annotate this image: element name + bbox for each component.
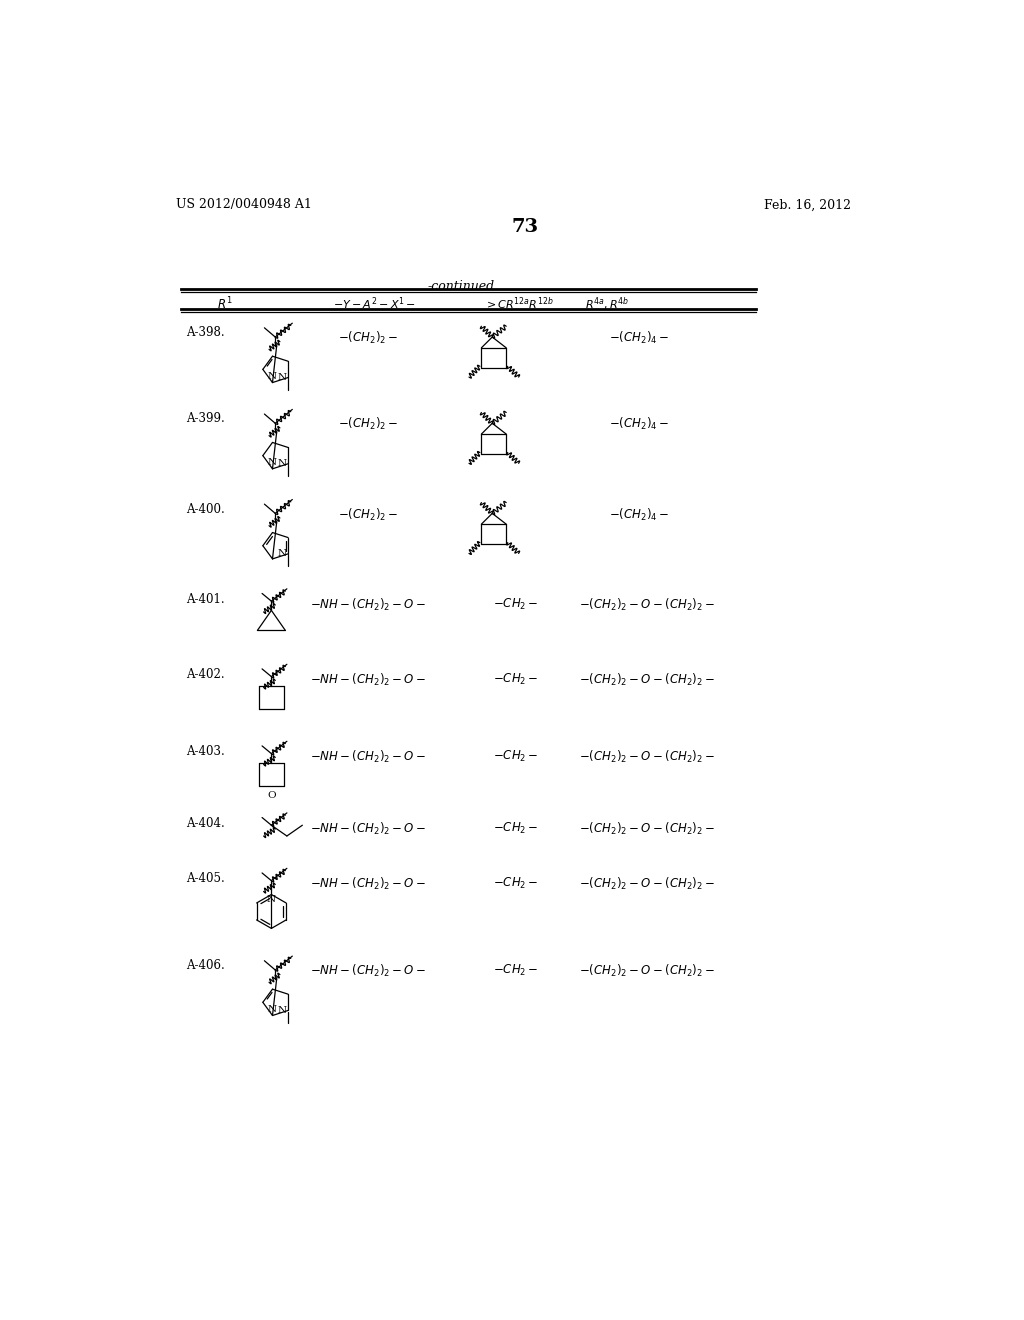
- Text: $-(CH_2)_4-$: $-(CH_2)_4-$: [609, 507, 670, 523]
- Text: $-NH-(CH_2)_2-O-$: $-NH-(CH_2)_2-O-$: [310, 964, 426, 979]
- Text: O: O: [267, 791, 275, 800]
- Text: $-NH-(CH_2)_2-O-$: $-NH-(CH_2)_2-O-$: [310, 597, 426, 612]
- Text: A-404.: A-404.: [186, 817, 225, 830]
- Text: $-NH-(CH_2)_2-O-$: $-NH-(CH_2)_2-O-$: [310, 876, 426, 892]
- Text: A-401.: A-401.: [186, 593, 224, 606]
- Text: $-(CH_2)_2-$: $-(CH_2)_2-$: [338, 507, 398, 523]
- Text: N: N: [267, 895, 275, 904]
- Text: $-(CH_2)_2-O-(CH_2)_2-$: $-(CH_2)_2-O-(CH_2)_2-$: [580, 748, 715, 766]
- Text: $-(CH_2)_2-O-(CH_2)_2-$: $-(CH_2)_2-O-(CH_2)_2-$: [580, 964, 715, 979]
- Text: Feb. 16, 2012: Feb. 16, 2012: [764, 198, 851, 211]
- Text: $-CH_2-$: $-CH_2-$: [493, 821, 539, 836]
- Text: $-(CH_2)_2-O-(CH_2)_2-$: $-(CH_2)_2-O-(CH_2)_2-$: [580, 876, 715, 892]
- Text: N: N: [278, 549, 287, 558]
- Text: 73: 73: [511, 218, 539, 236]
- Text: -continued: -continued: [428, 280, 495, 293]
- Text: $R^{4a}, R^{4b}$: $R^{4a}, R^{4b}$: [586, 296, 630, 313]
- Text: $-(CH_2)_2-O-(CH_2)_2-$: $-(CH_2)_2-O-(CH_2)_2-$: [580, 672, 715, 688]
- Text: N: N: [278, 1006, 287, 1015]
- Text: $-(CH_2)_2-$: $-(CH_2)_2-$: [338, 416, 398, 433]
- Text: $-(CH_2)_2-$: $-(CH_2)_2-$: [338, 330, 398, 346]
- Text: $R^1$: $R^1$: [217, 296, 232, 312]
- Text: A-399.: A-399.: [186, 412, 225, 425]
- Text: $-CH_2-$: $-CH_2-$: [493, 597, 539, 611]
- Text: A-398.: A-398.: [186, 326, 224, 339]
- Text: A-400.: A-400.: [186, 503, 225, 516]
- Text: US 2012/0040948 A1: US 2012/0040948 A1: [176, 198, 312, 211]
- Text: $-NH-(CH_2)_2-O-$: $-NH-(CH_2)_2-O-$: [310, 748, 426, 766]
- Text: $-CH_2-$: $-CH_2-$: [493, 748, 539, 764]
- Text: $-CH_2-$: $-CH_2-$: [493, 876, 539, 891]
- Text: A-403.: A-403.: [186, 744, 225, 758]
- Text: N: N: [268, 458, 278, 467]
- Text: $-(CH_2)_2-O-(CH_2)_2-$: $-(CH_2)_2-O-(CH_2)_2-$: [580, 821, 715, 837]
- Text: $-(CH_2)_4-$: $-(CH_2)_4-$: [609, 330, 670, 346]
- Text: $-NH-(CH_2)_2-O-$: $-NH-(CH_2)_2-O-$: [310, 672, 426, 688]
- Text: N: N: [278, 459, 287, 469]
- Text: N: N: [268, 1005, 278, 1014]
- Text: $-Y-A^2-X^1-$: $-Y-A^2-X^1-$: [334, 296, 417, 312]
- Text: $-(CH_2)_4-$: $-(CH_2)_4-$: [609, 416, 670, 433]
- Text: $-NH-(CH_2)_2-O-$: $-NH-(CH_2)_2-O-$: [310, 821, 426, 837]
- Text: N: N: [278, 374, 287, 381]
- Text: A-402.: A-402.: [186, 668, 224, 681]
- Text: $-(CH_2)_2-O-(CH_2)_2-$: $-(CH_2)_2-O-(CH_2)_2-$: [580, 597, 715, 612]
- Text: A-406.: A-406.: [186, 960, 225, 973]
- Text: $-CH_2-$: $-CH_2-$: [493, 964, 539, 978]
- Text: $>CR^{12a}R^{12b}$: $>CR^{12a}R^{12b}$: [484, 296, 554, 312]
- Text: A-405.: A-405.: [186, 873, 225, 886]
- Text: N: N: [268, 372, 278, 381]
- Text: $-CH_2-$: $-CH_2-$: [493, 672, 539, 688]
